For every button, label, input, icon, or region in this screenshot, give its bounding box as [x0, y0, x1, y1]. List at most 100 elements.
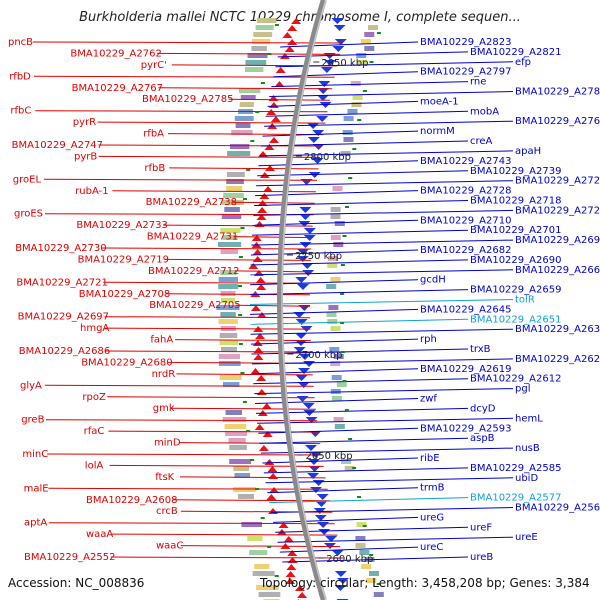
gene-label-apta: aptA — [24, 518, 47, 529]
cog-feature — [326, 284, 337, 289]
gene-label-bma10229-a2780: BMA10229_A2780 — [515, 87, 600, 98]
forward-gene — [270, 116, 281, 122]
label-leader-line — [250, 318, 469, 325]
gene-label-dcyd: dcyD — [470, 403, 496, 414]
reverse-gene — [308, 466, 321, 472]
cog-feature — [225, 431, 248, 436]
cog-feature — [233, 466, 250, 471]
minor-tick — [340, 264, 345, 266]
gene-label-ureb: ureB — [470, 552, 493, 563]
cog-feature — [226, 179, 244, 184]
forward-gene — [297, 592, 308, 598]
minor-tick — [348, 438, 353, 440]
label-leader-line — [251, 239, 514, 246]
label-leader-line — [232, 201, 315, 204]
gene-label-bma10229-a2667: BMA10229_A2667 — [515, 265, 600, 276]
cog-feature — [222, 235, 238, 240]
label-leader-line — [267, 487, 419, 494]
minor-tick — [348, 177, 353, 179]
cog-feature — [342, 130, 353, 135]
scale-mark-label: 2750 kbp — [295, 251, 342, 262]
cog-feature — [224, 207, 240, 212]
reverse-gene — [332, 46, 345, 52]
cog-feature — [229, 445, 247, 450]
label-leader-line — [250, 259, 469, 266]
gene-label-bma10229-a2712: BMA10229_A2712 — [148, 266, 239, 277]
cog-feature — [245, 60, 267, 65]
cog-feature — [221, 298, 235, 303]
gene-label-pyrb: pyrB — [74, 151, 97, 162]
cog-feature — [344, 466, 355, 471]
cog-feature — [364, 46, 375, 51]
cog-feature — [218, 242, 242, 247]
label-leader-line — [109, 464, 324, 467]
label-leader-line — [250, 269, 514, 276]
gene-label-gcdh: gcdH — [420, 275, 446, 286]
gene-label-pyrr: pyrR — [73, 117, 96, 128]
forward-gene — [261, 403, 272, 409]
minor-tick — [357, 496, 361, 498]
forward-gene — [257, 207, 268, 213]
reverse-gene — [298, 368, 310, 374]
reverse-gene — [297, 382, 310, 388]
reverse-gene — [319, 102, 332, 108]
forward-gene — [253, 354, 264, 360]
label-leader-line — [254, 388, 514, 395]
forward-gene — [259, 172, 270, 178]
cog-feature — [221, 347, 237, 352]
label-leader-line — [253, 209, 514, 216]
reverse-gene — [296, 256, 309, 262]
label-leader-line — [44, 213, 314, 216]
forward-gene — [268, 508, 278, 514]
cog-feature — [252, 571, 275, 576]
reverse-gene — [334, 571, 347, 577]
label-leader-line — [269, 91, 514, 97]
minor-tick — [238, 285, 243, 287]
cog-feature — [334, 221, 345, 226]
minor-tick — [250, 459, 255, 461]
cog-feature — [333, 354, 344, 359]
reverse-gene — [295, 375, 308, 381]
gene-label-bma10229-a2785: BMA10229_A2785 — [142, 94, 233, 105]
cog-feature — [234, 473, 251, 478]
gene-label-aspb: aspB — [470, 433, 495, 444]
gene-label-tolr: tolR — [515, 295, 535, 306]
reverse-gene — [301, 263, 314, 269]
gene-label-bma10229-a2762: BMA10229_A2762 — [70, 48, 161, 59]
gene-label-mind: minD — [154, 438, 181, 449]
minor-tick — [340, 351, 345, 353]
label-leader-line — [260, 447, 514, 454]
gene-label-bma10229-a2708: BMA10229_A2708 — [79, 289, 170, 300]
forward-gene — [266, 494, 277, 500]
label-leader-line — [48, 487, 328, 490]
gene-label-pgl: pgl — [515, 384, 530, 395]
reverse-gene — [325, 536, 338, 542]
cog-feature — [219, 333, 238, 338]
forward-gene — [250, 368, 261, 374]
label-leader-line — [44, 384, 314, 387]
gene-label-groel: groEL — [13, 174, 42, 185]
gene-label-male: malE — [24, 483, 49, 494]
minor-tick — [238, 343, 243, 345]
cog-feature — [220, 228, 241, 233]
cog-feature — [218, 284, 239, 289]
gene-label-gmk: gmk — [153, 403, 175, 414]
label-leader-line — [265, 110, 469, 117]
label-leader-line — [259, 150, 514, 157]
gene-label-hmga: hmgA — [80, 323, 109, 334]
label-leader-line — [178, 442, 321, 445]
gene-label-trxb: trxB — [470, 344, 491, 355]
cog-feature — [343, 137, 354, 142]
gene-label-bma10229-a2710: BMA10229_A2710 — [420, 215, 511, 226]
gene-label-bma10229-a2728: BMA10229_A2728 — [420, 186, 511, 197]
forward-gene — [251, 235, 262, 241]
forward-gene — [250, 305, 261, 311]
gene-label-rfbd: rfbD — [9, 71, 31, 82]
gene-label-bma10229-a2721: BMA10229_A2721 — [16, 277, 107, 288]
forward-gene — [269, 487, 279, 493]
minor-tick — [345, 206, 349, 208]
label-leader-line — [105, 350, 312, 353]
forward-gene — [263, 186, 273, 192]
backbone-arc — [277, 0, 327, 600]
minor-tick — [342, 380, 347, 382]
